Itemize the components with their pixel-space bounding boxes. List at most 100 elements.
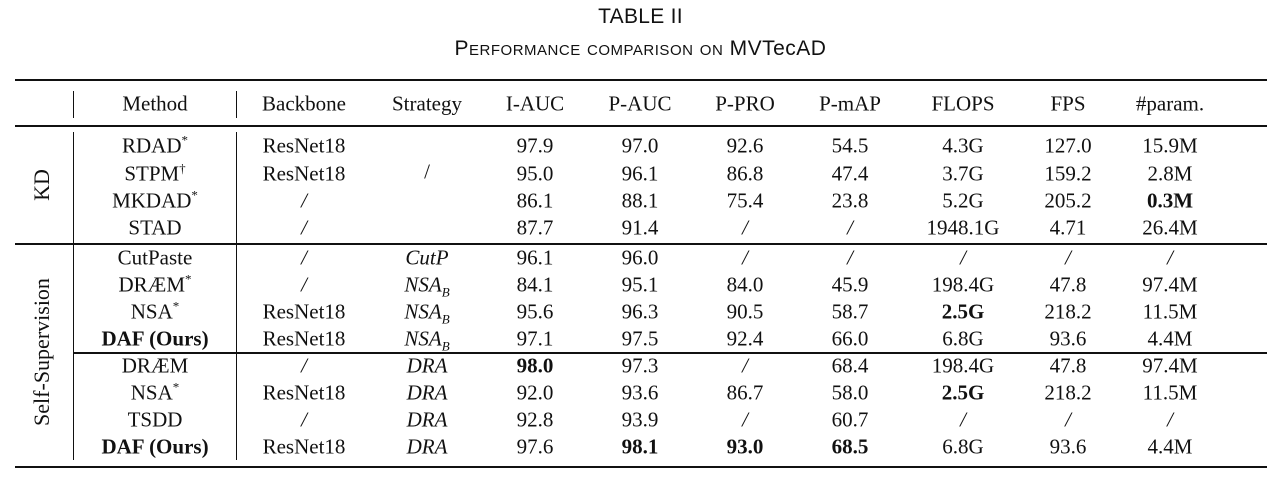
p-pro-cell: / [742, 215, 748, 240]
p-map-cell: / [847, 215, 853, 240]
header-p-auc: P-AUC [608, 91, 672, 116]
p-map-cell: 54.5 [831, 133, 869, 158]
p-pro-cell: 86.7 [726, 380, 764, 405]
method-cell: NSA* [130, 298, 180, 324]
table-title: Performance comparison on MVTecAD [0, 37, 1281, 61]
i-auc-cell: 95.0 [516, 161, 554, 186]
strategy-cell: DRA [406, 353, 448, 378]
backbone-cell: ResNet18 [262, 380, 346, 405]
flops-cell: 2.5G [941, 380, 985, 405]
header-rule [15, 125, 1267, 127]
flops-cell: 2.5G [941, 299, 985, 324]
fps-cell: 47.8 [1049, 353, 1087, 378]
p-auc-cell: 93.6 [621, 380, 659, 405]
p-pro-cell: / [742, 353, 748, 378]
header-param: #param. [1135, 91, 1205, 116]
fps-cell: 127.0 [1044, 133, 1092, 158]
header-fps: FPS [1050, 91, 1086, 116]
p-pro-cell: 92.4 [726, 326, 764, 351]
p-pro-cell: 86.8 [726, 161, 764, 186]
p-map-cell: 45.9 [831, 272, 869, 297]
p-pro-cell: 75.4 [726, 188, 764, 213]
p-auc-cell: 88.1 [621, 188, 659, 213]
backbone-cell: / [301, 272, 307, 297]
backbone-cell: ResNet18 [262, 434, 346, 459]
p-map-cell: 68.4 [831, 353, 869, 378]
p-auc-cell: 97.3 [621, 353, 659, 378]
backbone-cell: / [301, 407, 307, 432]
i-auc-cell: 87.7 [516, 215, 554, 240]
p-pro-cell: 90.5 [726, 299, 764, 324]
p-map-cell: 23.8 [831, 188, 869, 213]
backbone-cell: / [301, 215, 307, 240]
strategy-cell: DRA [406, 434, 448, 459]
param-cell: 15.9M [1142, 133, 1198, 158]
p-pro-cell: 92.6 [726, 133, 764, 158]
backbone-cell: ResNet18 [262, 133, 346, 158]
p-auc-cell: 91.4 [621, 215, 659, 240]
p-auc-cell: 96.0 [621, 245, 659, 270]
param-cell: 2.8M [1147, 161, 1193, 186]
param-cell: 26.4M [1142, 215, 1198, 240]
header-strategy: Strategy [392, 91, 462, 116]
p-auc-cell: 93.9 [621, 407, 659, 432]
partial-rule [73, 352, 1267, 354]
param-cell: 4.4M [1147, 326, 1193, 351]
group-separator [73, 132, 75, 460]
i-auc-cell: 86.1 [516, 188, 554, 213]
flops-cell: / [960, 407, 966, 432]
flops-cell: 198.4G [931, 353, 995, 378]
method-cell: DRÆM* [118, 271, 192, 297]
param-cell: 11.5M [1142, 299, 1198, 324]
flops-cell: 198.4G [931, 272, 995, 297]
fps-cell: 218.2 [1044, 299, 1092, 324]
method-separator [236, 132, 238, 460]
backbone-cell: / [301, 245, 307, 270]
p-auc-cell: 95.1 [621, 272, 659, 297]
backbone-cell: ResNet18 [262, 299, 346, 324]
method-cell: DAF (Ours) [101, 434, 209, 459]
header-method: Method [122, 91, 188, 116]
table-number: TABLE II [598, 5, 683, 28]
fps-cell: 93.6 [1049, 326, 1087, 351]
p-pro-cell: / [742, 407, 748, 432]
method-cell: RDAD* [121, 132, 189, 158]
fps-cell: 205.2 [1044, 188, 1092, 213]
strategy-cell: DRA [406, 380, 448, 405]
p-map-cell: 58.0 [831, 380, 869, 405]
p-map-cell: 60.7 [831, 407, 869, 432]
param-cell: 11.5M [1142, 380, 1198, 405]
fps-cell: 218.2 [1044, 380, 1092, 405]
fps-cell: 159.2 [1044, 161, 1092, 186]
table-title-dataset: MVTecAD [729, 37, 827, 60]
i-auc-cell: 97.1 [516, 326, 554, 351]
p-auc-cell: 97.5 [621, 326, 659, 351]
param-cell: 97.4M [1142, 272, 1198, 297]
header-flops: FLOPS [931, 91, 995, 116]
backbone-cell: ResNet18 [262, 326, 346, 351]
flops-cell: / [960, 245, 966, 270]
flops-cell: 4.3G [942, 133, 984, 158]
header-i-auc: I-AUC [505, 91, 565, 116]
i-auc-cell: 95.6 [516, 299, 554, 324]
p-map-cell: 66.0 [831, 326, 869, 351]
fps-cell: / [1065, 245, 1071, 270]
p-auc-cell: 96.3 [621, 299, 659, 324]
p-pro-cell: 84.0 [726, 272, 764, 297]
strategy-cell: DRA [406, 407, 448, 432]
i-auc-cell: 84.1 [516, 272, 554, 297]
p-auc-cell: 96.1 [621, 161, 659, 186]
param-cell: 97.4M [1142, 353, 1198, 378]
param-cell: / [1167, 407, 1173, 432]
group-label-self-supervision: Self-Supervision [29, 278, 54, 426]
p-map-cell: / [847, 245, 853, 270]
fps-cell: 47.8 [1049, 272, 1087, 297]
group-rule [15, 243, 1267, 245]
method-cell: MKDAD* [112, 187, 198, 213]
header-separator-2 [236, 91, 238, 118]
flops-cell: 6.8G [942, 434, 984, 459]
method-cell: DAF (Ours) [101, 326, 209, 351]
method-cell: TSDD [127, 407, 183, 432]
backbone-cell: / [301, 353, 307, 378]
flops-cell: 1948.1G [926, 215, 1000, 240]
